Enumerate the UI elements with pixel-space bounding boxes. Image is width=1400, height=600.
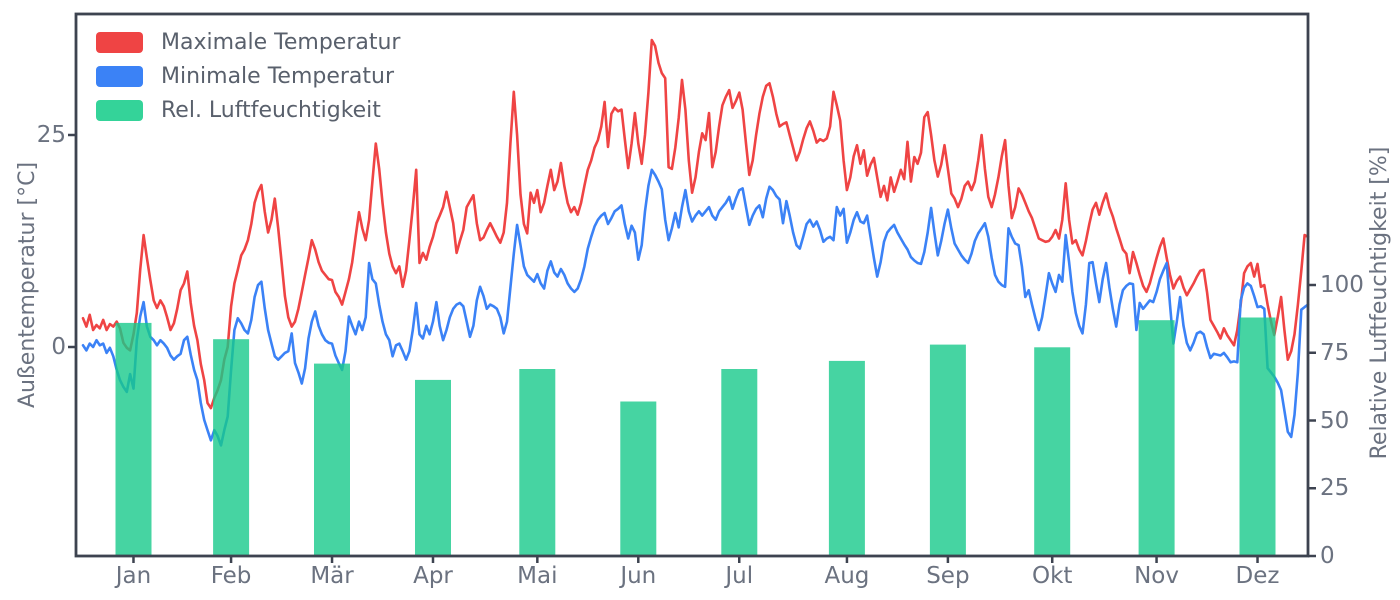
humidity-swatch-icon [96, 100, 143, 121]
max-temp-swatch-icon [96, 32, 143, 53]
temperature-axis-label: Außentemperatur [°C] [15, 161, 40, 409]
min-temp-line [81, 168, 1310, 447]
max-temp-line [81, 38, 1310, 410]
humidity-bar [115, 322, 152, 556]
temp-tick-label: 25 [36, 122, 66, 148]
legend-item-humidity: Rel. Luftfeuchtigkeit [96, 98, 400, 123]
humidity-bar [415, 379, 451, 556]
temp-tick-label: 0 [51, 334, 66, 360]
humidity-bar [721, 369, 758, 556]
x-tick-label: Sep [926, 563, 970, 589]
x-tick-label: Jun [620, 563, 657, 589]
x-tick-label: Aug [824, 563, 870, 589]
humidity-tick-label: 75 [1320, 339, 1350, 366]
min-temp-swatch-icon [96, 66, 143, 87]
humidity-bar [213, 339, 250, 556]
x-tick-label: Okt [1031, 563, 1073, 589]
x-tick-label: Mär [310, 563, 354, 589]
humidity-tick-label: 25 [1320, 475, 1350, 502]
humidity-bar [1239, 317, 1276, 556]
legend-label-humidity: Rel. Luftfeuchtigkeit [161, 98, 381, 123]
humidity-bar [828, 360, 865, 556]
humidity-bar [1138, 320, 1175, 556]
humidity-bar [1034, 347, 1071, 556]
legend-label-max-temp: Maximale Temperatur [161, 30, 401, 55]
humidity-bar [620, 401, 657, 556]
legend-item-min-temp: Minimale Temperatur [96, 64, 400, 89]
x-tick-label: Jul [725, 563, 754, 589]
humidity-bar [519, 369, 556, 556]
legend-label-min-temp: Minimale Temperatur [161, 64, 395, 89]
x-tick-label: Feb [210, 563, 252, 589]
legend-item-max-temp: Maximale Temperatur [96, 30, 401, 55]
humidity-tick-label: 0 [1320, 543, 1335, 569]
humidity-bar [314, 363, 350, 556]
x-tick-label: Nov [1134, 563, 1179, 589]
x-tick-label: Apr [413, 563, 453, 589]
humidity-tick-label: 50 [1320, 407, 1350, 434]
humidity-tick-label: 100 [1320, 272, 1364, 298]
x-tick-label: Mai [517, 563, 558, 589]
x-tick-label: Dez [1235, 563, 1280, 589]
humidity-axis-label: Relative Luftfeuchtigkeit [%] [1367, 146, 1392, 460]
x-tick-label: Jan [115, 563, 152, 589]
legend: Maximale Temperatur Minimale Temperatur … [96, 30, 401, 134]
humidity-bar [929, 344, 966, 556]
